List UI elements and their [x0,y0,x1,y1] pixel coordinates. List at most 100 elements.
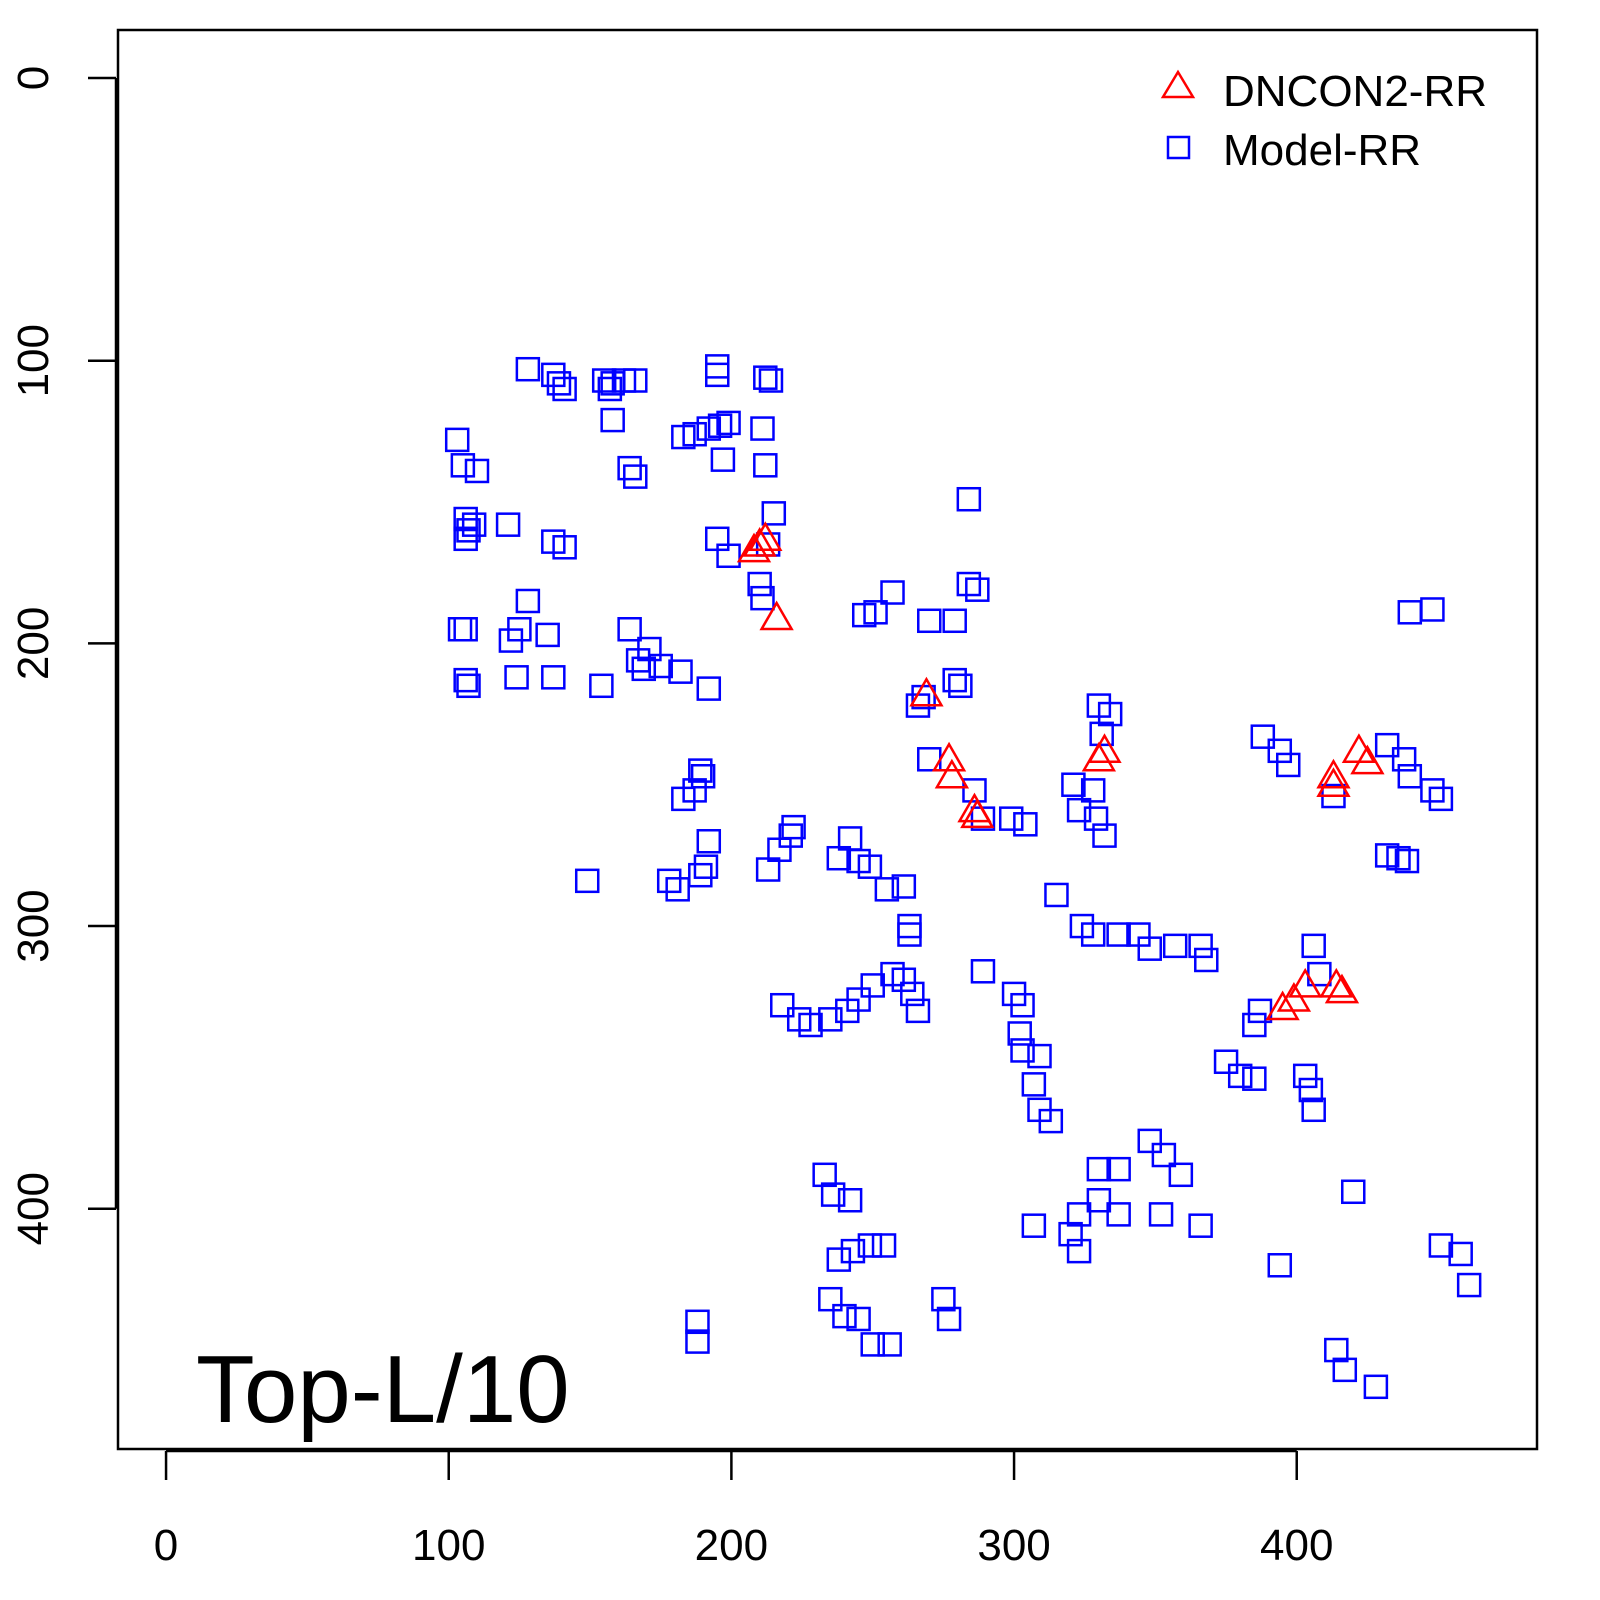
model-rr-point [857,854,883,879]
model-rr-point [948,673,973,699]
model-rr-point [1391,747,1417,772]
model-rr-point [931,1286,956,1312]
marks-layer [444,354,1482,1400]
dncon2-rr-point [1319,967,1354,998]
model-rr-point [1386,845,1411,871]
model-rr-point [1137,936,1162,961]
dncon2-rr-point [1324,973,1360,1004]
model-rr-point [798,1012,823,1038]
model-rr-point [705,362,730,388]
model-rr-point [1242,1012,1267,1038]
model-rr-point [1083,806,1109,831]
model-rr-point [905,998,931,1024]
model-rr-point [515,588,541,614]
model-rr-point [1276,752,1301,778]
model-rr-point [1086,1188,1112,1213]
model-rr-point [891,967,917,993]
model-rr-point [1038,1108,1064,1134]
model-rr-point [696,676,722,701]
model-rr-point [1267,1253,1293,1278]
model-rr-point [1066,1238,1092,1264]
model-rr-point [690,763,716,789]
model-rr-point [1420,597,1445,622]
model-rr-point [461,512,487,537]
dncon2-rr-point [1081,741,1117,772]
model-rr-point [820,1182,846,1207]
model-rr-point [1428,786,1454,812]
model-rr-point [552,535,577,560]
model-rr-point [450,453,476,478]
dncon2-rr-point [1288,967,1323,998]
model-rr-point [705,354,730,379]
model-rr-point [897,922,922,947]
model-rr-point [871,1233,897,1258]
model-rr-point [495,512,521,537]
dncon2-rr-point [931,741,967,772]
model-rr-point [716,543,741,569]
annotation-top-l10: Top-L/10 [196,1336,570,1443]
model-rr-point [1086,1156,1112,1182]
model-rr-point [1363,1374,1389,1400]
model-rr-point [589,673,614,699]
model-rr-point [1080,778,1106,803]
model-rr-point [447,617,473,642]
model-rr-point [507,617,532,642]
model-rr-point [591,368,617,393]
model-rr-point [707,413,733,438]
model-rr-point [600,407,625,433]
model-rr-point [812,1162,837,1188]
model-rr-point [456,518,481,543]
model-rr-point [1007,1021,1032,1046]
legend-label-model: Model-RR [1223,126,1421,175]
model-rr-point [685,1309,710,1335]
model-rr-point [1456,1272,1482,1298]
model-rr-point [998,806,1024,831]
model-rr-point [1137,1128,1162,1154]
model-rr-point [1106,1202,1131,1227]
model-rr-point [1420,778,1445,803]
legend-label-dncon2: DNCON2-RR [1223,67,1487,116]
model-rr-point [962,778,987,803]
model-rr-point [1250,724,1276,749]
dncon2-rr-point [960,798,995,829]
model-rr-point [546,371,572,396]
model-rr-point [535,622,560,648]
model-rr-point [1089,721,1114,747]
y-tick-label: 0 [9,66,58,90]
model-rr-point [552,376,577,402]
x-tick-label: 400 [1260,1521,1333,1570]
y-tick-label: 400 [9,1172,58,1245]
model-rr-point [444,427,470,453]
model-rr-point [453,526,478,552]
model-rr-point [750,416,775,441]
model-rr-point [1044,882,1069,908]
x-tick-label: 100 [412,1521,485,1570]
model-rr-point [965,577,990,602]
model-rr-point [617,455,642,481]
model-rr-point [693,854,719,879]
model-rr-point [1106,922,1131,947]
model-rr-point [1292,1063,1318,1089]
model-rr-point [688,862,713,888]
model-rr-point [1066,797,1092,823]
x-tick-label: 200 [695,1521,768,1570]
model-rr-point [597,376,623,402]
model-rr-point [970,959,996,984]
y-tick-label: 100 [9,324,58,397]
model-rr-point [541,665,566,690]
model-rr-point [1242,1066,1267,1091]
model-rr-point [846,987,871,1012]
model-rr-point [936,1306,962,1332]
dncon2-rr-point [1316,758,1351,789]
model-rr-point [648,653,673,679]
model-rr-point [1394,848,1420,874]
model-rr-point [897,913,922,939]
model-rr-point [688,758,713,783]
x-tick-label: 300 [977,1521,1050,1570]
model-rr-point [504,665,529,690]
model-rr-point [1341,1179,1366,1205]
model-rr-point [826,1247,852,1272]
model-rr-point [623,464,648,489]
model-rr-point [1188,933,1213,959]
